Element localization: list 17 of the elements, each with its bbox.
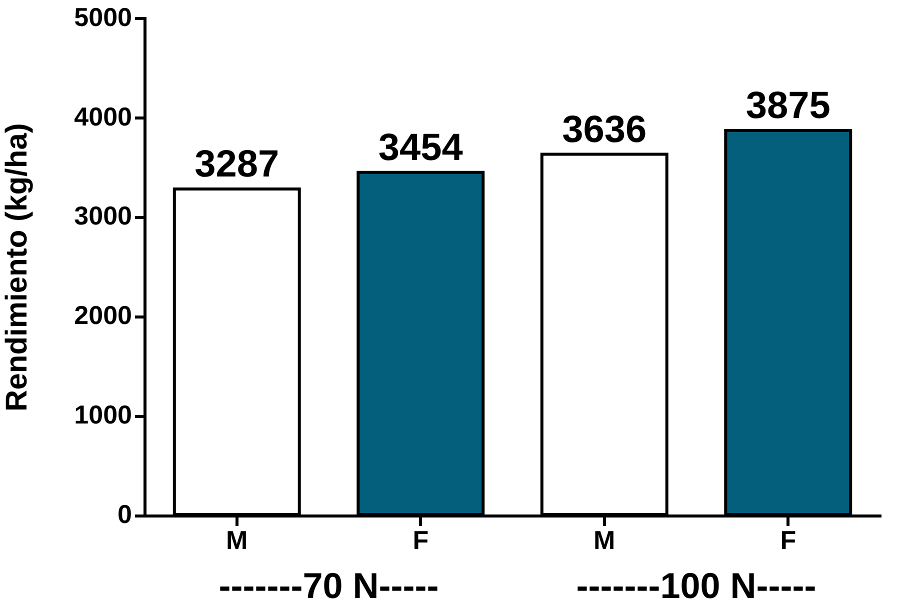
data-label: 3875	[746, 85, 830, 127]
y-tick-label: 0	[118, 499, 132, 530]
text: -------70 N-----	[218, 565, 439, 606]
x-tick-label: M	[594, 524, 616, 555]
x-tick-label: F	[780, 524, 796, 555]
y-axis-title: Rendimiento (kg/ha)	[0, 123, 34, 412]
x-tick-label: M	[226, 524, 248, 555]
y-tick-label: 5000	[74, 2, 132, 32]
data-label: 3454	[378, 126, 463, 169]
x-tick-label: F	[412, 524, 429, 555]
text: -------100 N-----	[576, 565, 816, 606]
y-tick-label: 2000	[74, 300, 132, 330]
y-tick-label: 1000	[74, 400, 132, 430]
y-tick-label: 3000	[74, 200, 132, 231]
data-label: 3636	[562, 108, 647, 151]
data-label: 3287	[194, 143, 280, 186]
y-tick-label: 4000	[74, 101, 132, 132]
